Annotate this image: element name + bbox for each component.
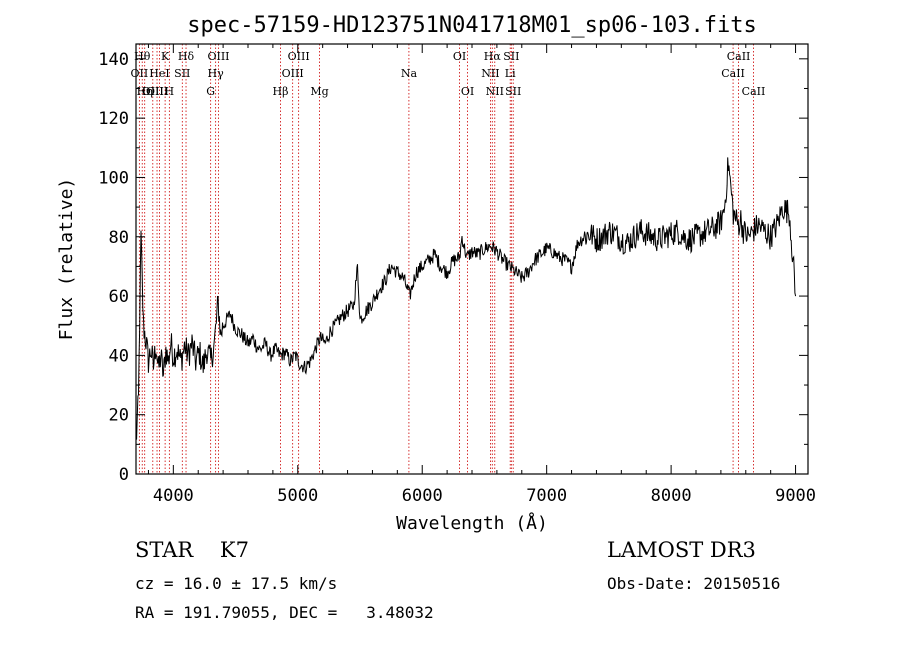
line-marker-label: G: [206, 85, 215, 98]
line-marker-label: OI: [453, 50, 466, 63]
y-tick-label: 100: [98, 168, 129, 188]
x-tick-label: 7000: [526, 486, 567, 506]
line-marker-label: Li: [505, 67, 516, 80]
x-axis: 4000 5000 6000 7000 8000 9000: [147, 44, 816, 506]
redshift-label: cz = 16.0 ± 17.5 km/s: [135, 574, 338, 593]
object-class-label: STAR K7: [135, 538, 249, 562]
line-marker-label: SII: [503, 50, 519, 63]
line-marker-label: OIII: [146, 85, 168, 98]
line-marker-label: SII: [174, 67, 190, 80]
y-axis: 0 20 40 60 80 100 120 140: [98, 50, 808, 485]
line-marker-label: CaII: [727, 50, 751, 63]
y-tick-label: 80: [109, 228, 129, 248]
y-tick-label: 40: [109, 346, 129, 366]
line-marker-label: OII: [131, 67, 149, 80]
y-tick-label: 120: [98, 109, 129, 129]
line-marker-label: H: [165, 85, 175, 98]
spectrum-line: [135, 157, 797, 441]
x-axis-label: Wavelength (Å): [396, 512, 548, 534]
line-marker-label: NII: [481, 67, 499, 80]
obs-date-label: Obs-Date: 20150516: [607, 574, 781, 593]
coordinates-label: RA = 191.79055, DEC = 3.48032: [135, 603, 434, 622]
x-tick-label: 6000: [402, 486, 443, 506]
x-tick-label: 5000: [277, 486, 318, 506]
y-tick-label: 20: [109, 406, 129, 426]
line-marker-label: Hβ: [273, 85, 289, 98]
x-tick-label: 4000: [153, 486, 194, 506]
spectrum-series: [135, 157, 797, 441]
line-marker-label: CaII: [721, 67, 745, 80]
y-tick-label: 60: [109, 287, 129, 307]
x-tick-label: 8000: [651, 486, 692, 506]
line-marker-label: K: [161, 50, 170, 63]
line-marker-label: OIII: [142, 85, 164, 98]
plot-frame: [135, 43, 809, 475]
line-marker-label: Hδ: [178, 50, 195, 63]
survey-label: LAMOST DR3: [607, 538, 756, 562]
line-marker-label: HeI: [149, 67, 169, 80]
line-marker-label: Hη: [137, 85, 153, 98]
line-marker-label: OI: [461, 85, 474, 98]
line-marker-label: NII: [486, 85, 504, 98]
line-marker-label: OIII: [288, 50, 310, 63]
line-marker-label: Hα: [484, 50, 502, 63]
spectral-line-labels: OIIHθHηOIIIOIIIHeIKHSIIHδGHγOIIIHβOIIIOI…: [131, 50, 766, 98]
line-marker-label: CaII: [742, 85, 766, 98]
y-tick-label: 140: [98, 50, 129, 70]
line-marker-label: Na: [401, 67, 418, 80]
line-marker-label: Hγ: [208, 67, 225, 80]
line-marker-label: OIII: [207, 50, 229, 63]
x-tick-label: 9000: [775, 486, 816, 506]
y-tick-label: 0: [119, 465, 129, 485]
line-marker-label: SII: [505, 85, 521, 98]
line-marker-label: OIII: [282, 67, 304, 80]
y-axis-label: Flux (relative): [56, 178, 77, 341]
chart-title: spec-57159-HD123751N041718M01_sp06-103.f…: [187, 13, 757, 38]
spectral-line-markers: [138, 44, 754, 474]
line-marker-label: Hθ: [134, 50, 151, 63]
line-marker-label: Mg: [310, 85, 328, 98]
